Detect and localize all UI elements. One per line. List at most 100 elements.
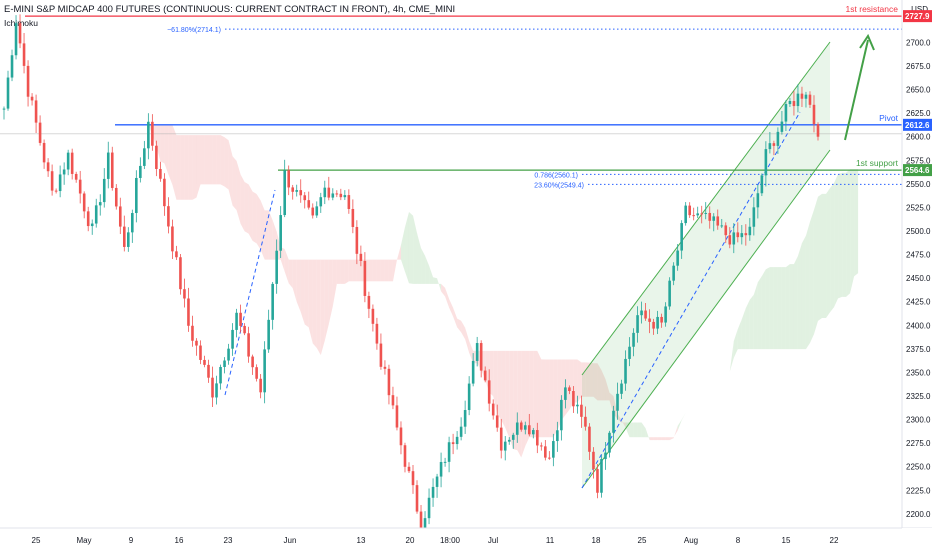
indicator-label: Ichimoku xyxy=(4,18,39,28)
cloud-segment xyxy=(429,265,434,284)
candle-body xyxy=(319,197,323,207)
cloud-segment xyxy=(96,92,101,98)
candle-body xyxy=(307,200,311,208)
cloud-segment xyxy=(625,422,630,438)
candle-body xyxy=(423,518,427,532)
candle-body xyxy=(812,104,816,125)
candle-body xyxy=(764,149,768,176)
cloud-segment xyxy=(380,259,385,282)
annotations xyxy=(844,33,875,141)
cloud-segment xyxy=(445,287,450,308)
candle-body xyxy=(243,325,246,334)
channel-lower-line xyxy=(581,149,831,489)
candle-body xyxy=(163,178,166,207)
cloud-segment xyxy=(316,259,321,356)
cloud-segment xyxy=(437,278,442,292)
cloud-segment xyxy=(192,135,197,200)
x-tick-label: 18 xyxy=(592,536,601,545)
cloud-segment xyxy=(609,392,614,415)
candle-body xyxy=(215,383,218,398)
cloud-segment xyxy=(224,137,229,190)
candle-body xyxy=(227,348,230,361)
candle-body xyxy=(323,187,327,198)
y-tick-label: 2425.0 xyxy=(906,298,931,307)
candle-body xyxy=(435,476,439,487)
cloud-segment xyxy=(673,425,678,439)
cloud-segment xyxy=(685,403,690,413)
projection-arrow-head xyxy=(859,33,875,51)
candle-body xyxy=(483,370,487,381)
cloud-segment xyxy=(797,243,802,350)
level-name: 1st support xyxy=(856,158,899,168)
candle-body xyxy=(704,212,708,214)
candle-body xyxy=(592,451,595,470)
candle-body xyxy=(519,422,523,430)
cloud-segment xyxy=(493,350,498,414)
candle-body xyxy=(395,405,399,428)
x-tick-label: 16 xyxy=(175,536,184,545)
cloud-segment xyxy=(425,255,430,284)
cloud-segment xyxy=(408,212,414,284)
candle-body xyxy=(676,250,679,266)
cloud-segment xyxy=(537,350,542,438)
candle-body xyxy=(664,306,667,323)
x-tick-label: 25 xyxy=(638,536,647,545)
candle-body xyxy=(527,425,531,435)
candle-body xyxy=(776,131,780,146)
candle-body xyxy=(102,178,106,203)
cloud-segment xyxy=(256,194,261,250)
candle-body xyxy=(50,171,54,191)
cloud-segment xyxy=(200,135,205,185)
candle-body xyxy=(507,439,511,442)
cloud-segment xyxy=(396,245,401,260)
cloud-segment xyxy=(818,193,823,321)
candle-body xyxy=(42,142,46,163)
candle-body xyxy=(383,366,387,369)
cloud-segment xyxy=(629,422,634,438)
cloud-segment xyxy=(336,259,341,284)
candle-body xyxy=(784,104,788,122)
candle-body xyxy=(475,343,479,361)
cloud-segment xyxy=(324,259,329,341)
candle-body xyxy=(259,378,262,393)
candle-body xyxy=(431,486,435,498)
cloud-segment xyxy=(404,212,409,284)
candle-body xyxy=(239,312,242,326)
cloud-segment xyxy=(441,283,446,297)
y-tick-label: 2300.0 xyxy=(906,416,931,425)
cloud-segment xyxy=(56,93,61,109)
x-tick-label: 25 xyxy=(32,536,41,545)
candle-body xyxy=(347,195,351,209)
y-tick-label: 2350.0 xyxy=(906,368,931,377)
candle-body xyxy=(159,168,162,179)
cloud-segment xyxy=(529,350,534,438)
candle-body xyxy=(131,213,134,233)
candle-body xyxy=(403,445,407,467)
y-tick-label: 2400.0 xyxy=(906,321,931,330)
candle-body xyxy=(110,152,114,188)
x-tick-label: May xyxy=(76,536,91,545)
cloud-segment xyxy=(677,419,682,431)
cloud-segment xyxy=(501,350,506,428)
cloud-segment xyxy=(352,259,357,282)
cloud-segment xyxy=(773,267,778,350)
cloud-segment xyxy=(593,363,598,401)
y-tick-label: 2500.0 xyxy=(906,227,931,236)
x-tick-label: 15 xyxy=(782,536,791,545)
candle-body xyxy=(179,257,182,290)
candle-body xyxy=(82,193,86,212)
candle-body xyxy=(580,404,583,417)
candle-body xyxy=(287,170,290,188)
cloud-segment xyxy=(669,437,674,441)
cloud-segment xyxy=(168,124,173,185)
cloud-segment xyxy=(268,210,273,260)
cloud-segment xyxy=(64,65,69,82)
candle-body xyxy=(728,235,732,245)
cloud-segment xyxy=(725,371,730,380)
candle-body xyxy=(223,360,226,367)
level-tag-value: 2612.6 xyxy=(905,121,930,130)
candle-body xyxy=(299,190,303,196)
cloud-segment xyxy=(296,259,301,312)
candle-body xyxy=(652,321,655,329)
